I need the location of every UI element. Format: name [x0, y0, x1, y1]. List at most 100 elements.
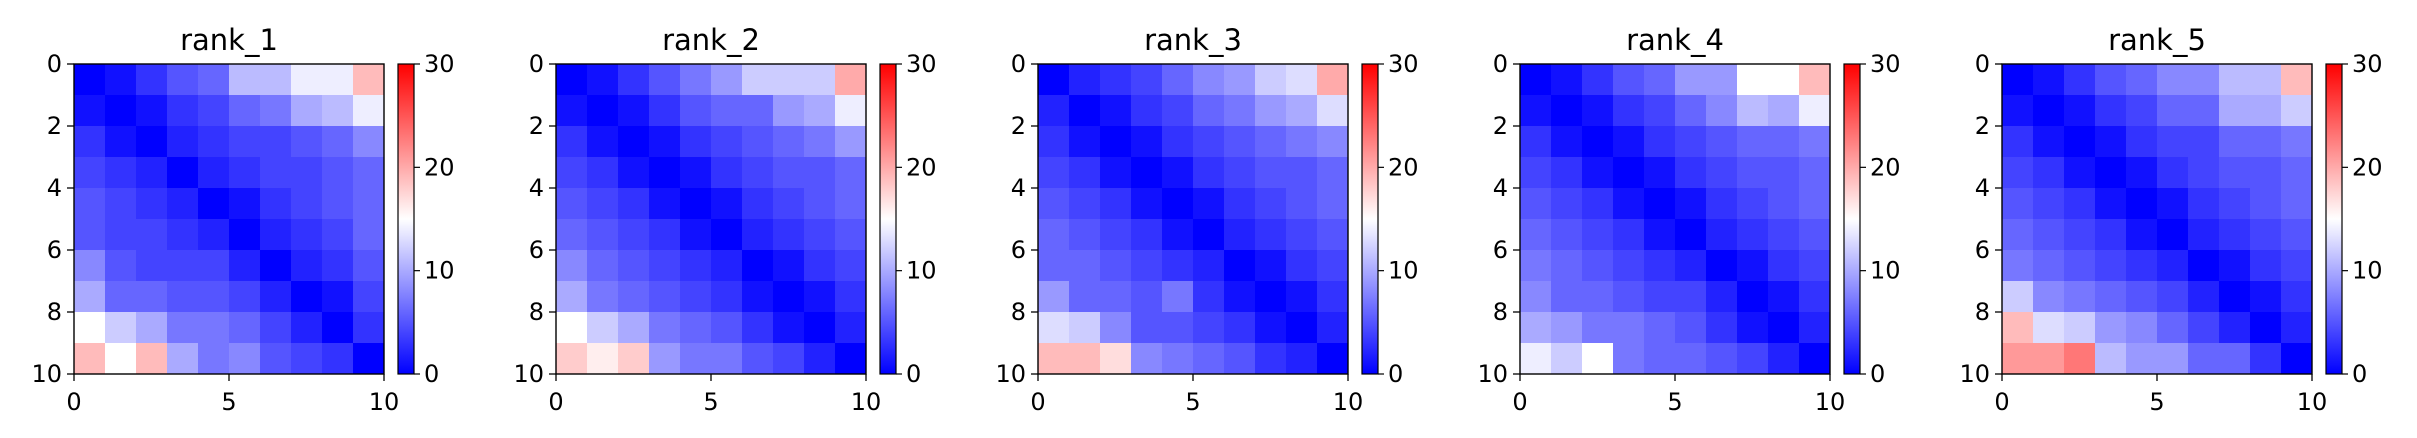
colorbar-tick-label: 30: [906, 50, 937, 78]
heatmap-cell: [2219, 312, 2251, 344]
heatmap-cell: [2250, 343, 2282, 375]
heatmap-cell: [322, 281, 354, 313]
heatmap-cell: [1193, 64, 1225, 96]
heatmap-cell: [1162, 64, 1194, 96]
heatmap-cell: [2033, 312, 2065, 344]
heatmap-cell: [353, 188, 385, 220]
heatmap-cell: [2095, 312, 2127, 344]
heatmap-cell: [1613, 343, 1645, 375]
heatmap-cell: [2033, 126, 2065, 158]
heatmap-cell: [680, 157, 712, 189]
heatmap-cell: [1520, 219, 1552, 251]
y-tick-label: 8: [529, 298, 544, 326]
heatmap-cell: [773, 157, 805, 189]
heatmap-cell: [353, 250, 385, 282]
heatmap-cell: [835, 250, 867, 282]
heatmap-cell: [1286, 64, 1318, 96]
heatmap-cell: [587, 250, 619, 282]
heatmap-cell: [291, 188, 323, 220]
heatmap-cell: [105, 281, 137, 313]
heatmap-cell: [804, 188, 836, 220]
heatmap-cell: [1162, 95, 1194, 127]
heatmap-cell: [1675, 95, 1707, 127]
heatmap-cell: [2064, 312, 2096, 344]
heatmap-cell: [1551, 157, 1583, 189]
heatmap-cell: [1317, 95, 1349, 127]
heatmap-cell: [2002, 95, 2034, 127]
heatmap-cell: [2281, 188, 2313, 220]
heatmap-cell: [1675, 157, 1707, 189]
heatmap-cell: [2064, 219, 2096, 251]
heatmap-cell: [742, 281, 774, 313]
heatmap-cell: [1675, 126, 1707, 158]
heatmap-cell: [1162, 188, 1194, 220]
heatmap-cell: [742, 157, 774, 189]
heatmap-cell: [105, 126, 137, 158]
heatmap-cell: [322, 312, 354, 344]
heatmap-cell: [1100, 95, 1132, 127]
heatmap-cell: [649, 126, 681, 158]
heatmap-cell: [2095, 281, 2127, 313]
heatmap-cell: [2250, 281, 2282, 313]
y-tick-label: 0: [1975, 50, 1990, 78]
heatmap-cell: [649, 219, 681, 251]
heatmap-cell: [291, 281, 323, 313]
heatmap-cell: [1551, 95, 1583, 127]
heatmap-cell: [1255, 126, 1287, 158]
heatmap-cell: [1675, 250, 1707, 282]
heatmap-cell: [1131, 95, 1163, 127]
heatmap-cell: [1131, 281, 1163, 313]
heatmap-cell: [2095, 343, 2127, 375]
heatmap-cell: [322, 250, 354, 282]
heatmap-cell: [229, 157, 261, 189]
y-tick-label: 2: [1493, 112, 1508, 140]
heatmap-cell: [136, 188, 168, 220]
heatmap-cell: [1317, 219, 1349, 251]
heatmap-cell: [1100, 343, 1132, 375]
y-tick-label: 6: [529, 236, 544, 264]
heatmap-cell: [1069, 250, 1101, 282]
heatmap-cell: [2064, 281, 2096, 313]
heatmap-cell: [1799, 343, 1831, 375]
heatmap-cell: [587, 126, 619, 158]
heatmap-cell: [773, 64, 805, 96]
heatmap-cell: [773, 95, 805, 127]
heatmap-cell: [2281, 157, 2313, 189]
heatmap-cell: [587, 157, 619, 189]
heatmap-cell: [773, 312, 805, 344]
heatmap-cell: [322, 157, 354, 189]
x-tick-label: 10: [1333, 388, 1364, 416]
y-tick-label: 0: [47, 50, 62, 78]
heatmap-cell: [2033, 188, 2065, 220]
heatmap-cell: [136, 281, 168, 313]
y-tick-label: 4: [1975, 174, 1990, 202]
heatmap-cell: [742, 126, 774, 158]
heatmap-cell: [2188, 64, 2220, 96]
heatmap-cell: [1255, 64, 1287, 96]
colorbar-tick-label: 30: [424, 50, 455, 78]
heatmap-cell: [260, 95, 292, 127]
heatmap-cell: [1799, 126, 1831, 158]
heatmap-cell: [2033, 250, 2065, 282]
heatmap-cell: [1551, 188, 1583, 220]
heatmap-cell: [74, 250, 106, 282]
heatmap-cell: [2033, 157, 2065, 189]
heatmap-cell: [1706, 64, 1738, 96]
heatmap-cell: [680, 312, 712, 344]
heatmap-cell: [167, 343, 199, 375]
heatmap-cell: [2095, 250, 2127, 282]
heatmap-cell: [556, 95, 588, 127]
heatmap-cell: [2157, 312, 2189, 344]
y-tick-label: 8: [1975, 298, 1990, 326]
heatmap-cell: [711, 343, 743, 375]
x-tick-label: 5: [703, 388, 718, 416]
heatmap-cell: [2188, 250, 2220, 282]
heatmap-cell: [1100, 157, 1132, 189]
colorbar-tick-label: 10: [1388, 257, 1419, 285]
heatmap-cell: [1551, 312, 1583, 344]
heatmap-cell: [322, 343, 354, 375]
heatmap-cell: [353, 157, 385, 189]
heatmap-cell: [2064, 188, 2096, 220]
x-tick-label: 0: [1030, 388, 1045, 416]
